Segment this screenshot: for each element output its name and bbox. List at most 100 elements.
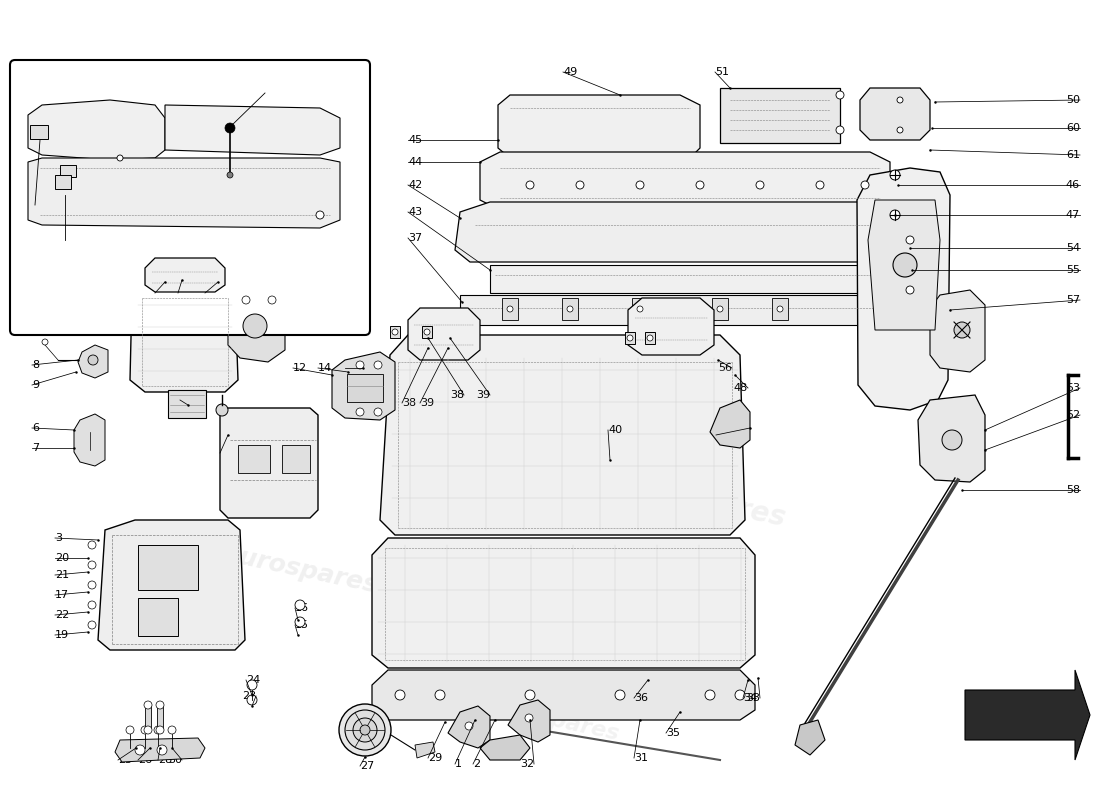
Circle shape xyxy=(248,695,257,705)
Circle shape xyxy=(345,710,385,750)
Text: 57: 57 xyxy=(1066,295,1080,305)
Circle shape xyxy=(168,726,176,734)
Text: 16: 16 xyxy=(295,603,309,613)
Bar xyxy=(502,298,518,320)
Circle shape xyxy=(156,701,164,709)
Circle shape xyxy=(942,430,962,450)
Text: 26: 26 xyxy=(138,755,152,765)
Circle shape xyxy=(316,211,324,219)
Circle shape xyxy=(647,335,653,341)
Text: 18: 18 xyxy=(180,395,194,405)
Circle shape xyxy=(395,690,405,700)
Text: 28: 28 xyxy=(158,755,173,765)
Circle shape xyxy=(374,408,382,416)
Text: 19: 19 xyxy=(55,630,69,640)
Circle shape xyxy=(268,296,276,304)
Circle shape xyxy=(126,726,134,734)
Polygon shape xyxy=(228,290,285,362)
Bar xyxy=(562,298,578,320)
Polygon shape xyxy=(130,280,238,392)
Text: 23: 23 xyxy=(242,691,256,701)
Circle shape xyxy=(154,726,162,734)
Circle shape xyxy=(356,408,364,416)
Bar xyxy=(490,265,880,293)
Polygon shape xyxy=(28,100,165,160)
Circle shape xyxy=(507,306,513,312)
Text: CDN - AUS: CDN - AUS xyxy=(107,249,204,267)
Polygon shape xyxy=(372,670,755,720)
Text: 59: 59 xyxy=(268,85,283,98)
Bar xyxy=(720,88,840,143)
Circle shape xyxy=(424,329,430,335)
Text: 48: 48 xyxy=(734,383,748,393)
Circle shape xyxy=(353,718,377,742)
Circle shape xyxy=(735,690,745,700)
Text: 25: 25 xyxy=(118,755,132,765)
Polygon shape xyxy=(498,95,700,158)
Circle shape xyxy=(356,361,364,369)
Bar xyxy=(60,165,76,177)
Text: 8: 8 xyxy=(32,360,40,370)
Text: 21: 21 xyxy=(55,570,69,580)
Circle shape xyxy=(144,701,152,709)
Text: 41: 41 xyxy=(716,430,730,440)
Bar xyxy=(346,374,383,402)
Text: 44: 44 xyxy=(55,235,70,249)
Circle shape xyxy=(295,600,305,610)
Polygon shape xyxy=(918,395,984,482)
Text: 33: 33 xyxy=(746,693,760,703)
Circle shape xyxy=(141,726,149,734)
Circle shape xyxy=(434,690,446,700)
Polygon shape xyxy=(868,200,940,330)
Bar xyxy=(460,295,890,325)
Bar xyxy=(157,705,163,730)
Text: 29: 29 xyxy=(428,753,442,763)
Text: eurospares: eurospares xyxy=(480,695,620,745)
Bar xyxy=(632,298,648,320)
Circle shape xyxy=(896,97,903,103)
Text: 1: 1 xyxy=(455,759,462,769)
Circle shape xyxy=(627,335,632,341)
Text: 4: 4 xyxy=(220,448,227,458)
Polygon shape xyxy=(379,335,745,535)
Circle shape xyxy=(248,680,257,690)
Bar xyxy=(238,445,270,473)
Circle shape xyxy=(861,181,869,189)
Text: 39: 39 xyxy=(420,398,434,408)
Circle shape xyxy=(465,722,473,730)
Text: 55: 55 xyxy=(1066,265,1080,275)
Circle shape xyxy=(525,690,535,700)
Circle shape xyxy=(88,581,96,589)
Text: 10: 10 xyxy=(155,288,169,298)
Circle shape xyxy=(566,306,573,312)
Text: 39: 39 xyxy=(476,390,490,400)
Circle shape xyxy=(339,704,390,756)
Text: 34: 34 xyxy=(742,693,757,703)
Circle shape xyxy=(144,726,152,734)
Circle shape xyxy=(756,181,764,189)
Circle shape xyxy=(156,726,164,734)
Circle shape xyxy=(242,296,250,304)
Circle shape xyxy=(890,210,900,220)
Text: 38: 38 xyxy=(402,398,416,408)
Text: 44: 44 xyxy=(408,157,422,167)
Circle shape xyxy=(705,690,715,700)
Text: 3: 3 xyxy=(55,533,62,543)
Bar xyxy=(282,445,310,473)
Text: 31: 31 xyxy=(634,753,648,763)
Text: 59: 59 xyxy=(270,83,285,97)
FancyBboxPatch shape xyxy=(10,60,370,335)
Circle shape xyxy=(157,745,167,755)
Circle shape xyxy=(906,286,914,294)
Text: 2: 2 xyxy=(473,759,480,769)
Text: eurospares: eurospares xyxy=(531,568,708,632)
Text: 53: 53 xyxy=(1066,383,1080,393)
Polygon shape xyxy=(415,742,434,758)
Polygon shape xyxy=(480,735,530,760)
Circle shape xyxy=(816,181,824,189)
Circle shape xyxy=(295,617,305,627)
Polygon shape xyxy=(857,168,950,410)
Circle shape xyxy=(636,181,644,189)
Circle shape xyxy=(836,91,844,99)
Polygon shape xyxy=(628,298,714,355)
